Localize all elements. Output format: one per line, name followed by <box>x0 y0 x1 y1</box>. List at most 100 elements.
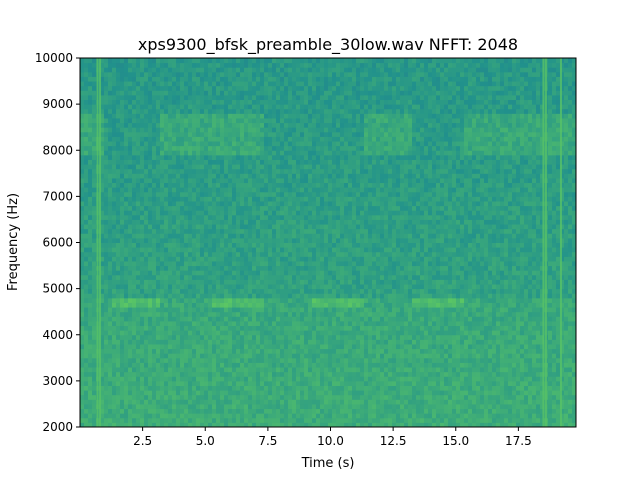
spectrogram-cell <box>212 90 217 96</box>
spectrogram-cell <box>124 205 129 211</box>
spectrogram-cell <box>224 417 229 423</box>
spectrogram-cell <box>152 200 157 207</box>
spectrogram-cell <box>204 297 209 303</box>
spectrogram-cell <box>200 214 205 220</box>
spectrogram-cell <box>248 131 253 137</box>
spectrogram-cell <box>88 422 93 428</box>
spectrogram-cell <box>176 367 181 373</box>
spectrogram-cell <box>128 297 133 303</box>
spectrogram-cell <box>212 417 217 423</box>
spectrogram-cell <box>244 260 249 267</box>
spectrogram-cell <box>224 62 229 68</box>
spectrogram-cell <box>148 293 153 299</box>
spectrogram-cell <box>312 311 317 317</box>
spectrogram-cell <box>216 224 221 230</box>
spectrogram-cell <box>100 247 105 253</box>
spectrogram-cell <box>116 394 121 400</box>
spectrogram-cell <box>240 62 245 68</box>
spectrogram-cell <box>328 311 333 317</box>
spectrogram-cell <box>116 274 121 280</box>
spectrogram-cell <box>108 325 113 331</box>
spectrogram-cell <box>104 339 109 345</box>
spectrogram-cell <box>180 385 185 391</box>
spectrogram-cell <box>112 311 117 317</box>
spectrogram-cell <box>92 76 97 82</box>
spectrogram-cell <box>264 307 269 313</box>
spectrogram-cell <box>100 71 105 77</box>
spectrogram-cell <box>280 302 285 308</box>
spectrogram-cell <box>308 219 313 225</box>
spectrogram-cell <box>164 288 169 294</box>
spectrogram-cell <box>320 279 325 285</box>
spectrogram-cell <box>112 334 117 340</box>
spectrogram-cell <box>300 108 305 114</box>
spectrogram-cell <box>164 297 169 303</box>
spectrogram-cell <box>92 376 97 382</box>
spectrogram-cell <box>264 58 269 64</box>
spectrogram-cell <box>216 357 221 363</box>
spectrogram-cell <box>276 182 281 188</box>
spectrogram-cell <box>128 320 133 327</box>
spectrogram-cell <box>92 274 97 280</box>
spectrogram-cell <box>304 242 309 248</box>
spectrogram-cell <box>132 302 137 308</box>
spectrogram-cell <box>296 371 301 377</box>
spectrogram-cell <box>172 380 177 386</box>
spectrogram-cell <box>148 399 153 405</box>
spectrogram-cell <box>196 127 201 133</box>
spectrogram-cell <box>180 200 185 207</box>
spectrogram-cell <box>240 385 245 391</box>
spectrogram-cell <box>84 339 89 345</box>
spectrogram-cell <box>160 177 165 184</box>
spectrogram-cell <box>132 94 137 101</box>
spectrogram-cell <box>304 219 309 225</box>
spectrogram-cell <box>124 260 129 267</box>
spectrogram-cell <box>140 394 145 400</box>
spectrogram-cell <box>168 380 173 386</box>
spectrogram-cell <box>244 196 249 202</box>
spectrogram-cell <box>324 205 329 211</box>
spectrogram-cell <box>212 136 217 142</box>
spectrogram-cell <box>140 320 145 327</box>
spectrogram-cell <box>140 251 145 257</box>
spectrogram-cell <box>152 76 157 82</box>
spectrogram-cell <box>280 71 285 77</box>
spectrogram-cell <box>284 127 289 133</box>
spectrogram-cell <box>156 210 161 216</box>
spectrogram-cell <box>80 293 85 299</box>
spectrogram-cell <box>320 182 325 188</box>
spectrogram-cell <box>124 311 129 317</box>
spectrogram-cell <box>248 62 253 68</box>
spectrogram-cell <box>316 403 321 410</box>
spectrogram-cell <box>184 311 189 317</box>
spectrogram-cell <box>260 131 265 137</box>
spectrogram-cell <box>212 284 217 290</box>
spectrogram-cell <box>92 196 97 202</box>
spectrogram-cell <box>88 316 93 322</box>
spectrogram-cell <box>100 191 105 197</box>
spectrogram-cell <box>276 219 281 225</box>
spectrogram-cell <box>240 210 245 216</box>
spectrogram-cell <box>200 265 205 271</box>
spectrogram-cell <box>280 320 285 327</box>
spectrogram-cell <box>316 247 321 253</box>
spectrogram-cell <box>316 311 321 317</box>
spectrogram-cell <box>144 214 149 220</box>
spectrogram-cell <box>88 297 93 303</box>
spectrogram-cell <box>168 117 173 124</box>
spectrogram-cell <box>224 237 229 243</box>
spectrogram-cell <box>316 334 321 340</box>
spectrogram-cell <box>292 260 297 267</box>
spectrogram-cell <box>160 242 165 248</box>
spectrogram-cell <box>80 316 85 322</box>
spectrogram-cell <box>276 270 281 276</box>
spectrogram-cell <box>192 339 197 345</box>
spectrogram-cell <box>252 251 257 257</box>
spectrogram-cell <box>80 122 85 128</box>
spectrogram-cell <box>144 108 149 114</box>
spectrogram-cell <box>280 177 285 184</box>
spectrogram-cell <box>316 288 321 294</box>
spectrogram-cell <box>128 394 133 400</box>
spectrogram-cell <box>128 122 133 128</box>
spectrogram-cell <box>284 67 289 73</box>
